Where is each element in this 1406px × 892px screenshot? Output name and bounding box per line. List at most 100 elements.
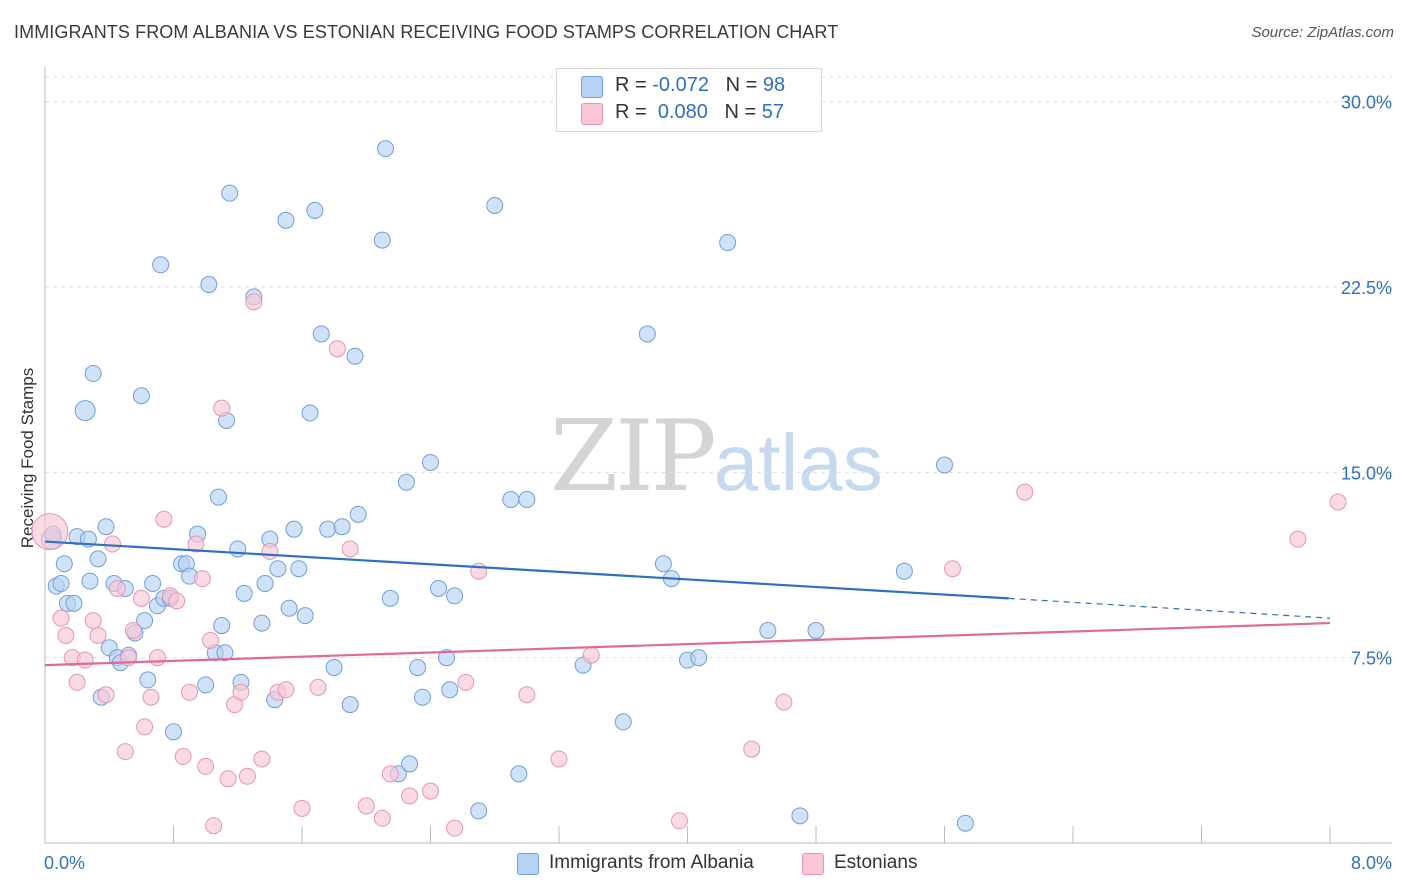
data-point-estonians <box>219 770 237 788</box>
legend-swatch-estonians <box>581 103 603 125</box>
x-tick-label: 8.0% <box>1351 853 1392 873</box>
data-point-estonians <box>422 782 439 800</box>
data-point-albania <box>377 140 395 158</box>
data-point-albania <box>381 589 399 607</box>
r-value: -0.072 <box>652 74 709 96</box>
data-point-estonians <box>245 293 263 311</box>
data-point-estonians <box>470 562 488 580</box>
data-point-albania <box>470 802 488 820</box>
data-point-albania <box>296 607 314 625</box>
data-point-albania <box>216 644 234 662</box>
data-point-albania <box>654 555 672 573</box>
data-point-estonians <box>97 686 115 704</box>
data-point-albania <box>256 575 274 593</box>
y-tick-label: 22.5% <box>1341 278 1392 298</box>
data-point-albania <box>52 575 70 593</box>
data-point-estonians <box>103 535 121 553</box>
data-point-albania <box>139 671 157 689</box>
data-point-estonians <box>136 718 154 736</box>
data-point-albania <box>136 612 154 630</box>
data-point-estonians <box>238 767 256 785</box>
data-point-estonians <box>84 612 102 630</box>
data-point-estonians <box>1289 530 1307 548</box>
data-point-estonians <box>1016 483 1034 501</box>
data-point-estonians <box>253 750 271 768</box>
data-point-albania <box>209 488 227 506</box>
trend-line-estonians <box>44 621 1331 667</box>
data-point-estonians <box>187 535 205 553</box>
data-point-albania <box>614 713 632 731</box>
data-point-albania <box>486 196 504 214</box>
data-point-estonians <box>57 626 75 644</box>
data-point-estonians <box>124 621 142 639</box>
x-tick-label: 0.0% <box>44 853 85 873</box>
data-point-estonians <box>201 631 219 649</box>
watermark-zip: ZIP <box>550 400 717 514</box>
data-point-albania <box>936 456 953 474</box>
data-point-estonians <box>193 570 211 588</box>
data-point-estonians <box>341 540 359 558</box>
data-point-albania <box>285 520 303 538</box>
n-value: 98 <box>762 74 786 96</box>
data-point-albania <box>401 755 419 773</box>
data-point-albania <box>333 518 351 536</box>
data-point-albania <box>97 518 115 536</box>
legend-swatch-albania <box>581 76 603 98</box>
data-point-estonians <box>373 809 391 827</box>
legend-swatch-estonians <box>802 853 824 875</box>
data-point-estonians <box>670 812 688 830</box>
data-point-estonians <box>148 649 166 667</box>
data-point-albania <box>690 649 708 667</box>
data-point-albania <box>373 231 391 249</box>
data-point-albania <box>213 617 231 635</box>
data-point-albania <box>638 325 656 343</box>
data-point-albania <box>144 575 162 593</box>
data-point-estonians <box>68 673 86 691</box>
data-point-estonians <box>142 688 160 706</box>
data-point-albania <box>791 807 809 825</box>
data-point-albania <box>165 723 182 741</box>
correlation-legend: R = -0.072 N = 98 R = 0.080 N = 57 <box>556 68 822 132</box>
data-point-albania <box>807 621 825 639</box>
data-point-estonians <box>205 817 223 835</box>
legend-stats-estonians: R = 0.080 N = 57 <box>615 101 784 124</box>
watermark: ZIPatlas <box>550 400 883 514</box>
y-tick-label: 15.0% <box>1341 463 1392 483</box>
data-point-estonians <box>1329 493 1347 511</box>
data-point-albania <box>438 649 456 667</box>
data-point-albania <box>269 560 287 578</box>
legend-swatch-albania <box>517 853 539 875</box>
trend-line-albania <box>44 540 1009 600</box>
data-point-estonians <box>31 513 69 551</box>
data-point-albania <box>446 587 464 605</box>
data-point-albania <box>197 676 215 694</box>
y-tick-label: 7.5% <box>1351 649 1392 669</box>
data-point-albania <box>312 325 330 343</box>
data-point-albania <box>81 572 99 590</box>
data-point-estonians <box>309 678 327 696</box>
data-point-estonians <box>328 340 346 358</box>
data-point-estonians <box>197 757 215 775</box>
data-point-albania <box>84 365 102 383</box>
data-point-estonians <box>155 510 173 528</box>
data-point-estonians <box>116 743 134 761</box>
data-point-albania <box>895 562 913 580</box>
data-point-albania <box>55 555 73 573</box>
data-point-albania <box>409 659 427 677</box>
data-point-estonians <box>582 646 600 664</box>
data-point-albania <box>152 256 170 274</box>
data-point-albania <box>510 765 528 783</box>
data-point-albania <box>301 404 319 422</box>
data-point-estonians <box>277 681 295 699</box>
legend-stats-albania: R = -0.072 N = 98 <box>615 74 785 97</box>
data-point-albania <box>235 584 253 602</box>
data-point-albania <box>325 659 343 677</box>
data-point-albania <box>397 473 415 491</box>
n-value: 57 <box>761 101 785 123</box>
chart-title: IMMIGRANTS FROM ALBANIA VS ESTONIAN RECE… <box>14 22 839 42</box>
data-point-estonians <box>401 787 419 805</box>
data-point-estonians <box>76 651 94 669</box>
data-point-albania <box>319 520 337 538</box>
data-point-albania <box>759 621 777 639</box>
